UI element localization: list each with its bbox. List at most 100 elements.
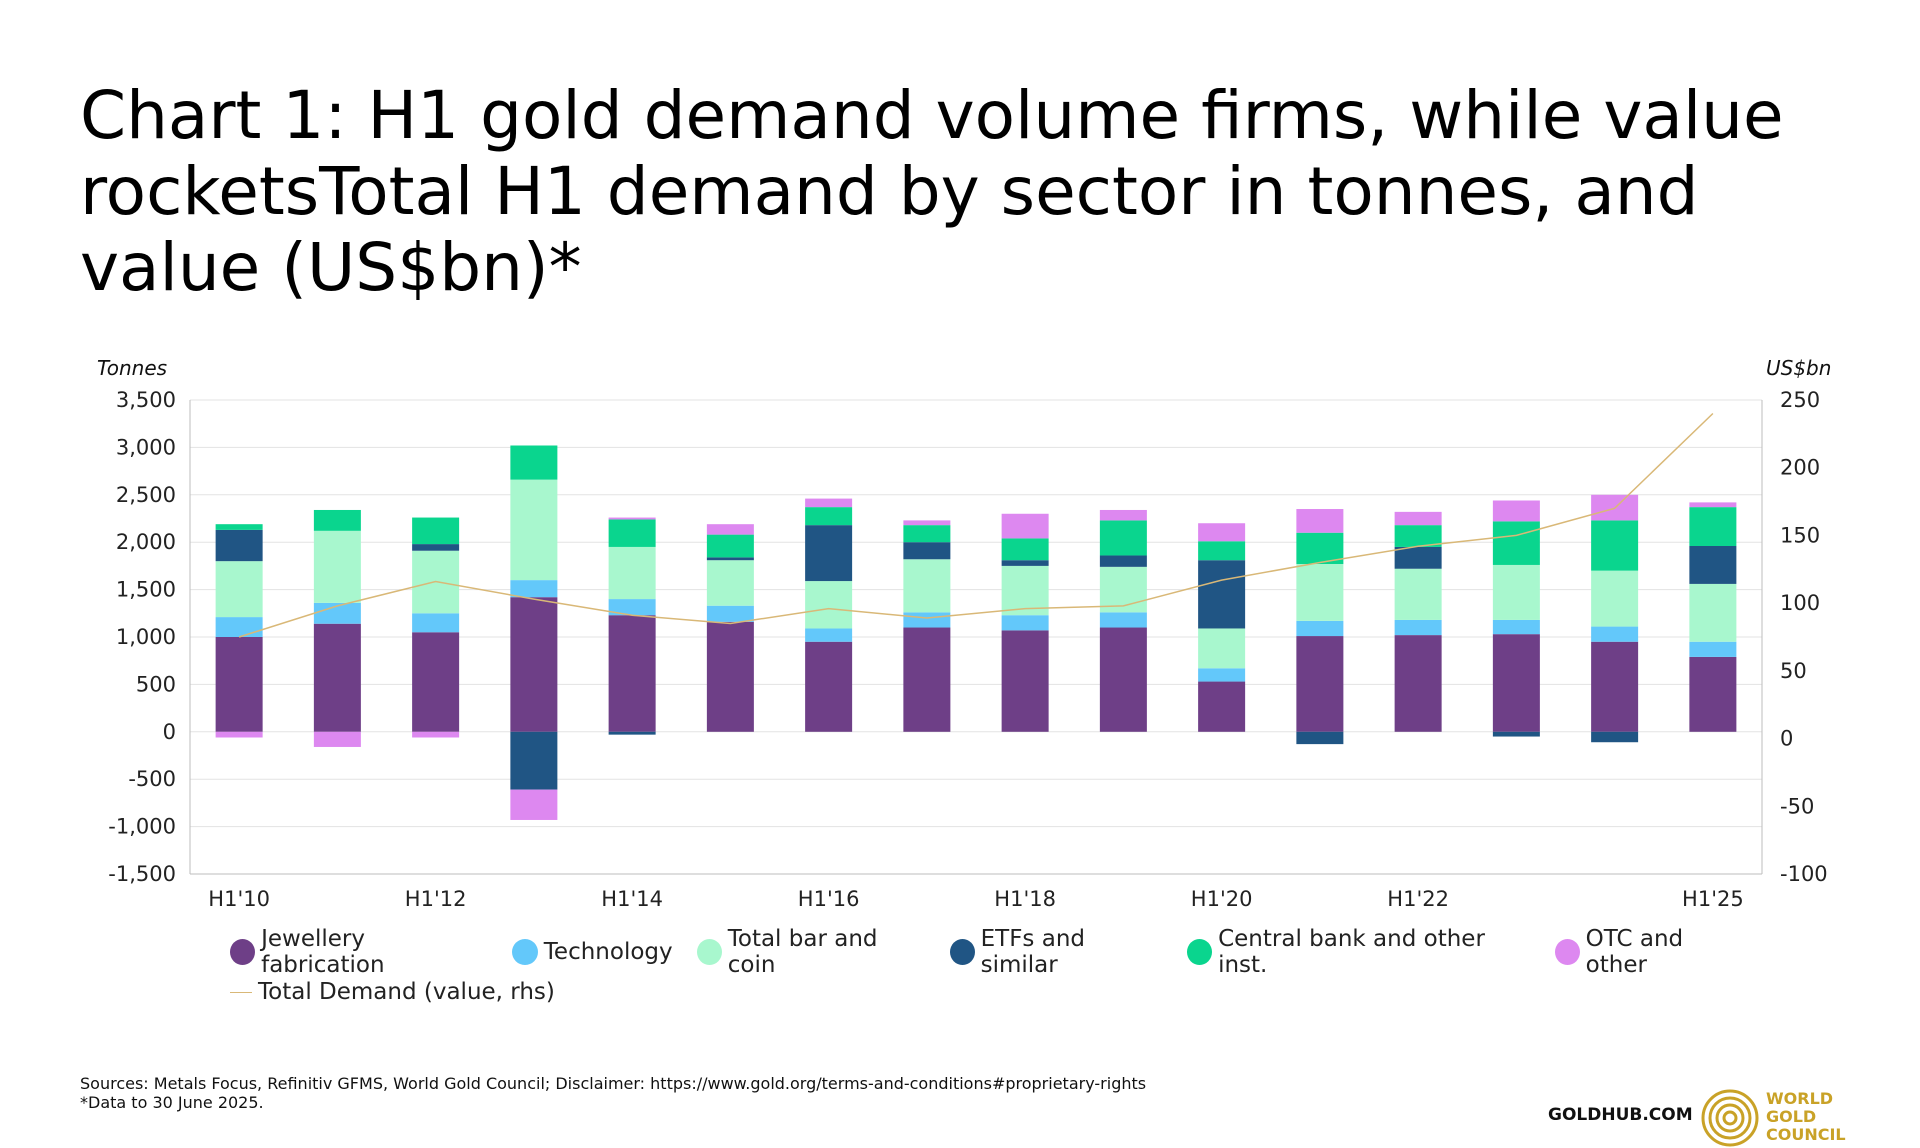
bar-segment-centralbank — [1492, 521, 1540, 565]
bar-segment-jewellery — [510, 597, 558, 732]
bar-segment-etfs — [805, 525, 853, 582]
bar-segment-centralbank — [608, 519, 656, 547]
bar-segment-jewellery — [1198, 681, 1246, 732]
y2-axis-title: US$bn — [1766, 356, 1831, 380]
legend-label: ETFs and similar — [980, 926, 1086, 978]
bar-segment-barcoin — [313, 530, 361, 603]
bar-segment-otc — [215, 731, 263, 738]
bar-segment-centralbank — [903, 525, 951, 543]
bar-segment-otc — [510, 789, 558, 820]
bar-segment-otc — [1198, 523, 1246, 542]
legend-swatch-dot — [1186, 939, 1213, 965]
bar-segment-centralbank — [1689, 507, 1737, 546]
bar-segment-etfs — [1689, 545, 1737, 584]
bar-segment-jewellery — [1689, 656, 1737, 732]
bar-segment-technology — [313, 602, 361, 624]
bar-segment-jewellery — [215, 637, 263, 732]
axes: 3,5003,0002,5002,0001,5001,0005000-500-1… — [97, 356, 1831, 911]
legend-label: Jewellery fabrication — [261, 926, 385, 978]
bar-segment-centralbank — [1296, 532, 1344, 565]
x-tick-label: H1'18 — [994, 887, 1056, 911]
legend-item-value_line: Total Demand (value, rhs) — [230, 979, 555, 1005]
site-link[interactable]: GOLDHUB.COM — [1548, 1105, 1693, 1125]
legend-item-barcoin: Total bar and coin — [696, 926, 926, 978]
chart-title: Chart 1: H1 gold demand volume firms, wh… — [80, 77, 1784, 306]
bar-segment-otc — [1099, 509, 1147, 521]
sources-text: Sources: Metals Focus, Refinitiv GFMS, W… — [80, 1074, 1147, 1093]
bar-segment-technology — [903, 612, 951, 628]
bar-segment-otc — [706, 524, 754, 535]
bar-segment-etfs — [510, 731, 558, 790]
chart-footer: Sources: Metals Focus, Refinitiv GFMS, W… — [80, 1074, 1146, 1112]
legend-swatch-dot — [696, 939, 722, 965]
bar-segment-otc — [1492, 500, 1540, 522]
bar-segment-barcoin — [608, 546, 656, 600]
bar-segment-technology — [510, 580, 558, 598]
bar-segment-barcoin — [805, 581, 853, 629]
bar-segment-etfs — [1001, 560, 1049, 566]
x-tick-label: H1'16 — [798, 887, 860, 911]
legend-swatch-dot — [511, 939, 538, 965]
y-tick-label: 2,000 — [116, 530, 176, 554]
bar-segment-jewellery — [1001, 630, 1049, 732]
bar-segment-technology — [1689, 641, 1737, 657]
bar-segment-barcoin — [903, 559, 951, 613]
y2-tick-label: 150 — [1780, 523, 1820, 547]
legend-label: Technology — [543, 939, 673, 965]
y2-tick-label: 100 — [1780, 591, 1820, 615]
bar-segment-etfs — [412, 544, 460, 551]
y-tick-label: 1,500 — [116, 578, 176, 602]
y-tick-label: 500 — [136, 672, 176, 696]
bar-segment-otc — [1001, 513, 1049, 539]
y2-tick-label: -100 — [1780, 862, 1828, 886]
bar-segment-barcoin — [1296, 564, 1344, 621]
bar-segment-otc — [608, 517, 656, 520]
y2-tick-label: 200 — [1780, 456, 1820, 480]
legend-label: Total Demand (value, rhs) — [258, 979, 555, 1005]
x-tick-label: H1'20 — [1191, 887, 1253, 911]
logo-wordmark: WORLD GOLD COUNCIL — [1766, 1090, 1846, 1144]
y-tick-label: -500 — [128, 767, 176, 791]
bar-segment-barcoin — [510, 479, 558, 581]
bar-segment-barcoin — [706, 560, 754, 606]
bar-segment-centralbank — [1001, 538, 1049, 561]
bar-segment-jewellery — [805, 641, 853, 732]
value-line — [238, 412, 1714, 638]
chart-legend: Jewellery fabrication Technology Total bar… — [230, 926, 1770, 1012]
bar-segment-jewellery — [706, 621, 754, 732]
bar-segment-etfs — [706, 557, 754, 561]
legend-item-etfs: ETFs and similar — [949, 926, 1163, 978]
legend-item-technology: Technology — [511, 939, 673, 965]
bar-segment-technology — [1394, 619, 1442, 636]
bar-segment-etfs — [1198, 560, 1246, 629]
x-tick-label: H1'14 — [601, 887, 663, 911]
y-tick-label: -1,500 — [108, 862, 176, 886]
y-tick-label: 0 — [163, 720, 176, 744]
logo-text-line: COUNCIL — [1766, 1125, 1846, 1144]
bar-segment-otc — [903, 520, 951, 526]
bar-segment-etfs — [1099, 555, 1147, 567]
y-axis-title: Tonnes — [97, 356, 167, 380]
legend-item-centralbank: Central bank and other inst. — [1186, 926, 1531, 978]
bar-segment-etfs — [608, 731, 656, 735]
bar-segment-centralbank — [1591, 520, 1639, 571]
bar-segment-barcoin — [1099, 566, 1147, 613]
legend-swatch-dot — [230, 939, 256, 965]
bar-segment-technology — [805, 628, 853, 642]
logo-text-line: WORLD — [1766, 1089, 1834, 1108]
bar-segment-etfs — [903, 542, 951, 560]
bar-segment-technology — [1198, 668, 1246, 682]
y-tick-label: 3,000 — [116, 435, 176, 459]
legend-swatch-dot — [1554, 939, 1580, 965]
legend-row: Total Demand (value, rhs) — [230, 972, 1770, 1012]
bar-segment-barcoin — [1001, 565, 1049, 616]
bar-segment-barcoin — [215, 561, 263, 618]
legend-label: Total bar and coin — [727, 926, 878, 978]
y2-tick-label: 0 — [1780, 727, 1793, 751]
bar-segment-centralbank — [215, 524, 263, 530]
bar-segment-technology — [1099, 612, 1147, 628]
legend-item-jewellery: Jewellery fabrication — [230, 926, 488, 978]
bar-segment-jewellery — [608, 615, 656, 732]
bar-segment-centralbank — [510, 445, 558, 480]
legend-row: Jewellery fabrication Technology Total bar… — [230, 926, 1770, 978]
